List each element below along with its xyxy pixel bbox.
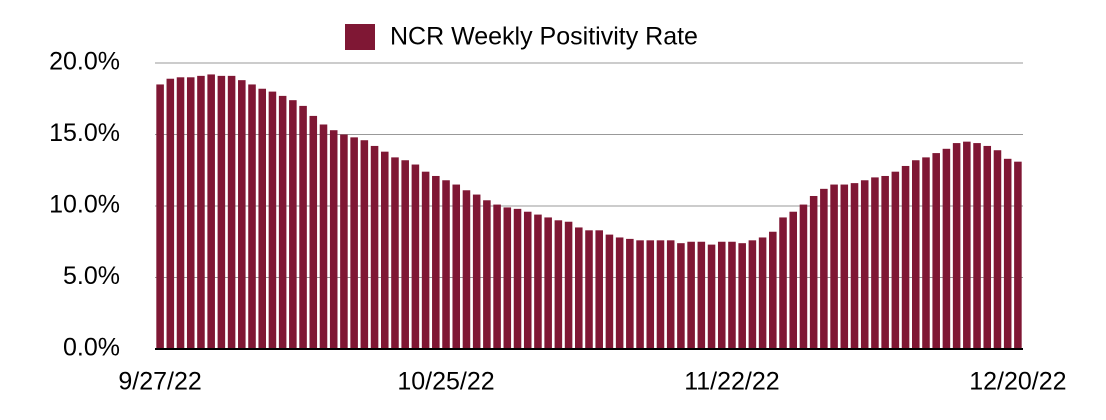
bar	[1014, 161, 1022, 349]
bar	[258, 88, 267, 350]
bar	[289, 100, 297, 350]
y-tick-label: 10.0%	[49, 191, 120, 219]
x-tick-label: 11/22/22	[684, 368, 779, 396]
bar	[370, 145, 379, 349]
bar	[217, 75, 226, 350]
bar	[973, 143, 981, 349]
bar	[575, 227, 583, 349]
bar	[697, 241, 706, 349]
bar	[860, 180, 869, 349]
bar	[278, 95, 287, 349]
bar	[963, 141, 971, 349]
bar	[227, 75, 236, 350]
bar	[472, 194, 481, 349]
bar	[442, 180, 450, 349]
bar	[401, 160, 409, 349]
bar	[881, 175, 889, 349]
bar	[564, 221, 573, 349]
bar	[432, 175, 440, 349]
bar	[186, 77, 195, 350]
bar	[483, 200, 491, 349]
bar	[238, 80, 246, 349]
bar	[789, 211, 798, 349]
bar	[350, 137, 358, 349]
bar	[901, 165, 910, 349]
bar	[513, 208, 522, 349]
bar	[452, 184, 461, 349]
bar	[523, 211, 532, 349]
bar	[585, 230, 593, 349]
bar	[268, 91, 277, 349]
y-tick-label: 5.0%	[63, 262, 120, 290]
bar	[493, 204, 501, 349]
bar	[820, 188, 828, 349]
bar	[340, 134, 348, 349]
bar	[156, 84, 164, 349]
bar	[983, 145, 992, 349]
bar	[626, 238, 634, 349]
bar	[197, 75, 205, 350]
bar	[932, 153, 940, 349]
bar	[891, 171, 900, 349]
bar	[309, 115, 318, 349]
bar	[503, 207, 512, 349]
bar	[748, 240, 757, 349]
bar	[329, 130, 338, 349]
bar	[728, 241, 736, 349]
bar	[871, 177, 879, 349]
bar	[687, 241, 695, 349]
x-tick-label: 12/20/22	[969, 368, 1066, 396]
bar	[554, 220, 563, 349]
bar	[319, 124, 328, 350]
legend-swatch	[345, 24, 375, 50]
bar	[758, 237, 767, 349]
bar	[922, 157, 930, 349]
bar	[1003, 158, 1012, 349]
bar	[952, 143, 961, 349]
y-tick-label: 15.0%	[49, 119, 120, 147]
bar	[830, 184, 838, 349]
bar	[850, 183, 859, 349]
bar	[534, 214, 542, 349]
legend-label: NCR Weekly Positivity Rate	[390, 23, 698, 51]
bar	[391, 157, 399, 349]
bar	[769, 231, 777, 349]
bar	[462, 190, 471, 349]
bar	[809, 195, 818, 349]
bar	[544, 217, 552, 349]
bar	[646, 240, 655, 349]
bar	[636, 240, 644, 349]
bar	[615, 237, 624, 349]
bar	[779, 217, 787, 349]
bar	[595, 230, 603, 349]
bar	[299, 105, 307, 350]
bar	[605, 234, 614, 349]
bar	[656, 240, 665, 349]
bar	[707, 244, 716, 349]
bar	[717, 241, 726, 349]
bar	[942, 148, 951, 349]
bar	[993, 150, 1002, 349]
bar	[677, 243, 685, 349]
bar	[738, 243, 746, 349]
bar	[840, 184, 849, 349]
bar	[911, 160, 920, 349]
y-tick-label: 20.0%	[49, 48, 120, 76]
bar	[799, 204, 808, 349]
bar	[207, 74, 215, 349]
bar	[166, 78, 175, 349]
bar	[380, 151, 389, 349]
y-tick-label: 0.0%	[63, 334, 120, 362]
x-tick-label: 9/27/22	[118, 368, 201, 396]
bar	[360, 140, 369, 349]
bar	[421, 171, 430, 349]
bar	[176, 77, 185, 350]
x-tick-label: 10/25/22	[397, 368, 494, 396]
bar	[666, 240, 675, 349]
bar	[411, 164, 420, 349]
bar	[248, 84, 256, 349]
